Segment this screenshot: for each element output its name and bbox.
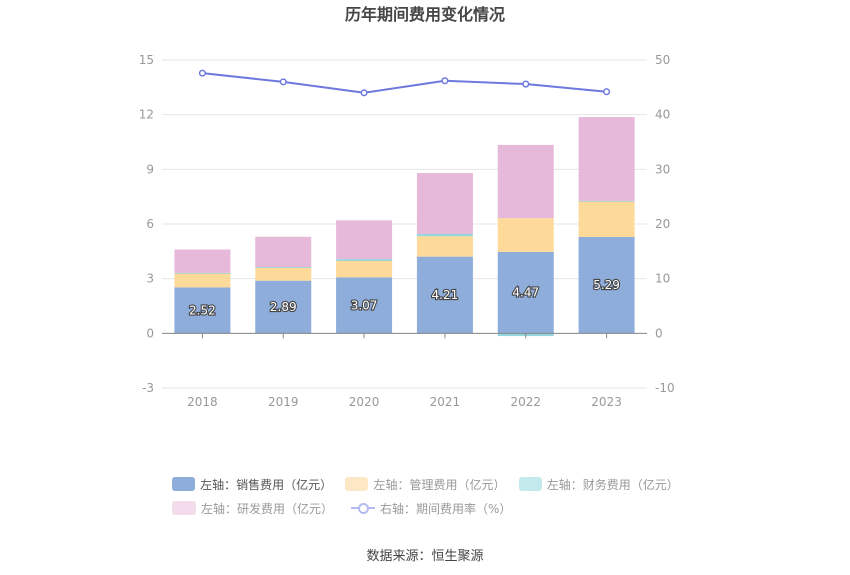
left-tick-label: 3 <box>146 272 154 286</box>
bar-segment <box>416 236 473 257</box>
legend-item-finance[interactable]: 左轴：财务费用（亿元） <box>518 476 679 493</box>
left-tick-label: 0 <box>146 326 154 340</box>
legend-label-admin: 左轴：管理费用（亿元） <box>373 477 506 492</box>
legend-swatch-finance <box>518 477 542 491</box>
chart-title: 历年期间费用变化情况 <box>345 5 505 24</box>
bar-segment <box>255 267 312 281</box>
legend-item-admin[interactable]: 左轴：管理费用（亿元） <box>345 476 506 493</box>
x-tick-label: 2021 <box>430 395 461 409</box>
legend-label-finance: 左轴：财务费用（亿元） <box>546 477 679 492</box>
bar-segment <box>416 256 473 334</box>
right-tick-label: 40 <box>655 108 670 122</box>
gridlines <box>162 59 647 389</box>
left-tick-label: 6 <box>146 217 154 231</box>
left-tick-label: 12 <box>139 108 154 122</box>
rate-point <box>441 77 449 85</box>
bar-segment <box>497 251 554 334</box>
bar-segment <box>578 236 635 334</box>
bar-segment <box>174 272 231 274</box>
bar-segment <box>578 117 635 201</box>
bar-segment <box>336 259 393 261</box>
legend-swatch-sales <box>172 477 196 491</box>
legend-label-sales: 左轴：销售费用（亿元） <box>200 477 333 492</box>
x-tick-label: 2022 <box>510 395 541 409</box>
rate-point <box>522 80 530 88</box>
right-tick-label: 20 <box>655 217 670 231</box>
bar-segment <box>174 273 231 288</box>
bar-segment <box>578 201 635 237</box>
bar-segment <box>578 200 635 202</box>
bar-data-label: 4.21 <box>432 288 459 302</box>
bar-segment <box>255 236 312 268</box>
x-tick-label: 2020 <box>349 395 380 409</box>
chart: 历年期间费用变化情况 -3 0 3 6 9 12 15 -10 0 10 20 30 40 50 201… <box>139 5 675 409</box>
x-tick-label: 2023 <box>591 395 622 409</box>
left-tick-label: -3 <box>142 381 154 395</box>
legend-swatch-rd <box>172 501 196 515</box>
rate-point <box>198 69 206 77</box>
rate-point <box>360 89 368 97</box>
legend-label-rate: 右轴：期间费用率（%） <box>380 501 512 516</box>
right-tick-label: 0 <box>655 326 663 340</box>
x-tick-label: 2019 <box>268 395 299 409</box>
legend-item-rd[interactable]: 左轴：研发费用（亿元） <box>172 500 333 517</box>
x-axis: 2018 2019 2020 2021 2022 2023 <box>162 332 647 409</box>
legend: 左轴：销售费用（亿元） 左轴：管理费用（亿元） 左轴：财务费用（亿元） 左轴：研… <box>172 472 692 520</box>
bar-segment <box>497 218 554 252</box>
right-tick-label: 10 <box>655 272 670 286</box>
bar-data-label: 2.89 <box>270 300 297 314</box>
bar-segment <box>336 277 393 334</box>
bars <box>174 117 635 337</box>
bar-segment <box>336 220 393 260</box>
left-tick-label: 15 <box>139 53 154 67</box>
right-tick-label: 50 <box>655 53 670 67</box>
bar-segment <box>416 234 473 237</box>
left-axis-ticks: -3 0 3 6 9 12 15 <box>139 53 154 395</box>
bar-segment <box>497 144 554 219</box>
bar-data-label: 3.07 <box>351 298 378 312</box>
right-tick-label: -10 <box>655 381 675 395</box>
x-tick-label: 2018 <box>187 395 218 409</box>
bar-data-labels: 2.52 2.89 3.07 4.21 4.47 5.29 <box>188 277 621 318</box>
right-axis-ticks: -10 0 10 20 30 40 50 <box>655 53 675 395</box>
data-source: 数据来源：恒生聚源 <box>366 549 484 564</box>
right-tick-label: 30 <box>655 162 670 176</box>
bar-data-label: 2.52 <box>189 303 216 317</box>
rate-line-path <box>202 72 607 94</box>
bar-segment <box>174 249 231 273</box>
bar-segment <box>255 280 312 334</box>
bar-segment <box>416 172 473 235</box>
legend-item-rate[interactable]: 右轴：期间费用率（%） <box>351 500 511 517</box>
legend-label-rd: 左轴：研发费用（亿元） <box>201 501 334 516</box>
bar-segment <box>174 287 231 334</box>
rate-point <box>279 78 287 86</box>
left-tick-label: 9 <box>146 162 154 176</box>
legend-item-sales[interactable]: 左轴：销售费用（亿元） <box>172 476 333 493</box>
bar-data-label: 4.47 <box>512 286 539 300</box>
legend-swatch-admin <box>345 477 369 491</box>
bar-segment <box>336 260 393 278</box>
legend-swatch-rate <box>351 501 376 515</box>
rate-line <box>198 69 611 97</box>
bar-segment <box>255 267 312 268</box>
rate-point <box>603 88 611 96</box>
bar-data-label: 5.29 <box>593 278 620 292</box>
